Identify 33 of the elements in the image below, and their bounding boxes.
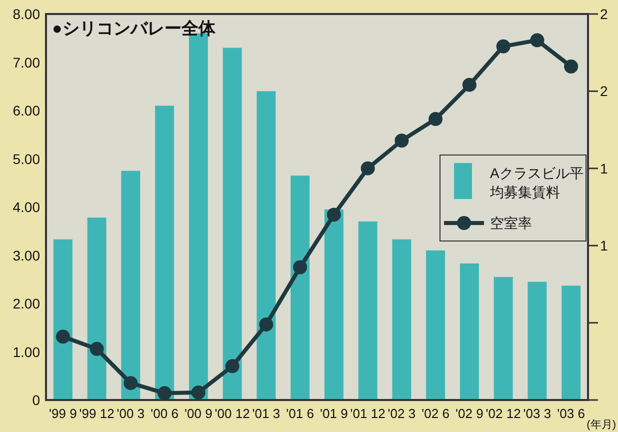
legend-label: 空室率 bbox=[490, 215, 532, 231]
text: 2 bbox=[600, 6, 608, 22]
x-tick-label: '03 3 bbox=[523, 406, 552, 421]
y-tick-label: 6.00 bbox=[12, 102, 40, 118]
x-tick-label: '01 6 bbox=[286, 406, 314, 421]
y-tick-label: 2.00 bbox=[12, 296, 40, 312]
x-tick-label: '02 12 bbox=[486, 406, 521, 421]
chart-title: ●シリコンバレー全体 bbox=[52, 19, 216, 38]
x-axis-title: (年月) bbox=[586, 419, 616, 431]
x-tick-label: '00 12 bbox=[214, 406, 250, 421]
x-tick-label: '02 6 bbox=[422, 406, 450, 421]
y-tick-label: 3.00 bbox=[12, 247, 40, 264]
y-tick-label: 1.00 bbox=[12, 344, 40, 360]
x-tick-label: '01 9 bbox=[320, 406, 348, 421]
x-tick-label: '99 12 bbox=[79, 406, 114, 421]
y-tick-label: 0 bbox=[32, 392, 40, 408]
x-tick-label: '01 12 bbox=[350, 406, 386, 421]
legend: Aクラスビル平均募集賃料 空室率 bbox=[440, 154, 586, 242]
text: 1 bbox=[600, 238, 608, 254]
text: 1 bbox=[600, 160, 608, 176]
x-tick-label: '02 9 bbox=[456, 406, 484, 421]
x-tick-label: '00 3 bbox=[116, 406, 145, 421]
y-tick-label: 8.00 bbox=[12, 6, 40, 22]
y-tick-label: 4.00 bbox=[12, 199, 40, 215]
y-tick-label: 5.00 bbox=[12, 150, 40, 167]
x-tick-label: '00 6 bbox=[150, 406, 178, 421]
x-tick-label: '02 3 bbox=[388, 406, 416, 421]
x-tick-label: '99 9 bbox=[49, 406, 77, 421]
x-tick-label: '01 3 bbox=[252, 406, 280, 421]
text: 2 bbox=[600, 83, 608, 100]
x-tick-label: '03 6 bbox=[557, 406, 585, 421]
y-tick-label: 7.00 bbox=[12, 54, 40, 70]
x-tick-label: '00 9 bbox=[184, 406, 212, 421]
